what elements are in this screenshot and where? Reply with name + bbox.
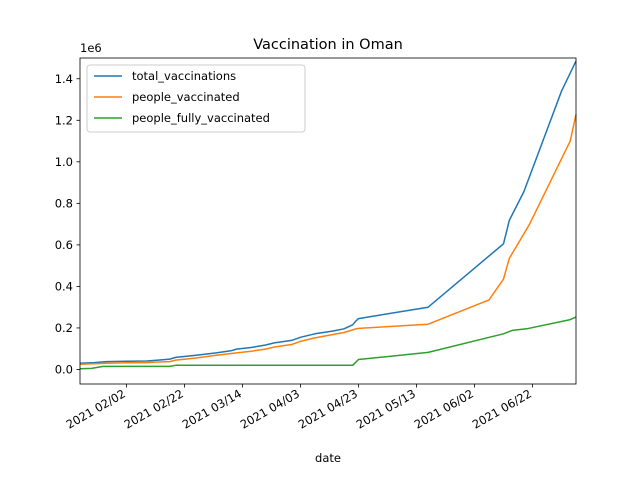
- y-tick-label: 0.8: [55, 196, 73, 210]
- y-axis-offset-label: 1e6: [80, 41, 102, 55]
- series-line-people-fully-vaccinated: [79, 316, 577, 370]
- legend-label-people-fully-vaccinated: people_fully_vaccinated: [132, 111, 270, 125]
- series-line-people-vaccinated: [79, 114, 577, 366]
- x-axis-label: date: [315, 451, 341, 465]
- y-tick-label: 1.0: [55, 155, 73, 169]
- legend: total_vaccinations people_vaccinatedpeopl…: [86, 64, 306, 133]
- y-tick-label: 1.2: [55, 113, 73, 127]
- y-tick-label: 0.4: [55, 279, 73, 293]
- chart-title: Vaccination in Oman: [253, 37, 403, 53]
- series-layer: [79, 60, 577, 370]
- legend-label-total-vaccinations: total_vaccinations: [132, 69, 236, 83]
- plot-frame: [79, 57, 577, 385]
- series-line-total-vaccinations: [79, 60, 577, 364]
- y-tick-label: 0.2: [55, 321, 73, 335]
- legend-label-people-vaccinated: people_vaccinated: [132, 90, 240, 104]
- y-tick-label: 0.6: [55, 238, 73, 252]
- legend-box: [86, 64, 306, 133]
- y-tick-label: 0.0: [55, 362, 73, 376]
- y-tick-label: 1.4: [55, 72, 73, 86]
